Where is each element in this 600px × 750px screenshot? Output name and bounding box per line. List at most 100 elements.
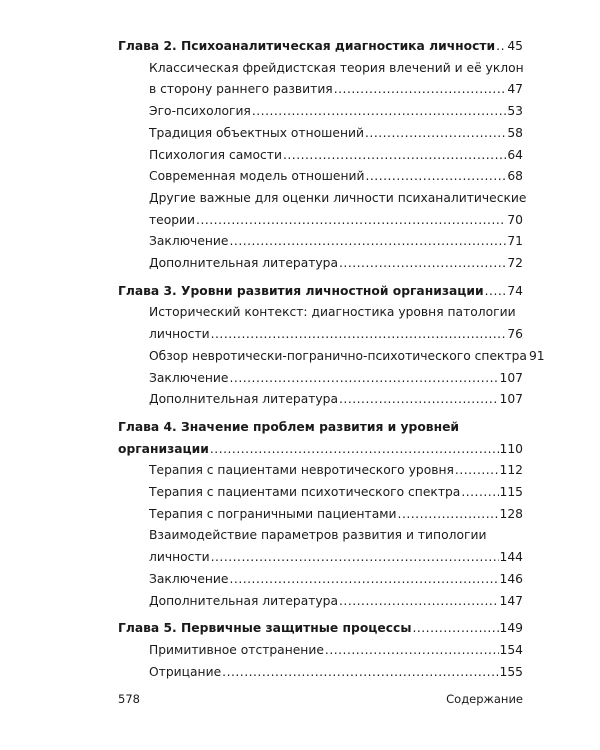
page-number: 578	[118, 692, 140, 706]
toc-entry-title: Другие важные для оценки личности психан…	[149, 190, 527, 205]
toc-entry-line: Заключение 107	[149, 368, 523, 390]
toc-entry-line: теории 70	[149, 210, 523, 232]
toc-entry-title: Классическая фрейдистская теория влечени…	[149, 60, 524, 75]
toc-page-number: 53	[507, 104, 523, 119]
toc-section-entry: Терапия с пациентами психотического спек…	[118, 482, 523, 504]
dot-leader	[339, 389, 499, 411]
toc-section-entry: Традиция объектных отношений 58	[118, 123, 523, 145]
toc-entry-line: Современная модель отношений 68	[149, 166, 523, 188]
toc-entry-line: Классическая фрейдистская теория влечени…	[149, 58, 524, 80]
toc-page-number: 146	[499, 571, 523, 586]
toc-entry-title: личности	[149, 327, 210, 342]
dot-leader	[252, 101, 507, 123]
dot-leader	[211, 547, 499, 569]
toc-entry-line: Обзор невротически-погранично-психотичес…	[149, 346, 545, 368]
toc-page-number: 147	[499, 593, 523, 608]
toc-page-number: 70	[507, 212, 523, 227]
toc-entry-line: Глава 5. Первичные защитные процессы 149	[118, 618, 523, 640]
dot-leader	[334, 79, 507, 101]
toc-chapter-entry: Глава 2. Психоаналитическая диагностика …	[118, 36, 523, 58]
toc-section-entry: Эго-психология 53	[118, 101, 523, 123]
toc-entry-title: Заключение	[149, 370, 229, 385]
toc-section-entry: Другие важные для оценки личности психан…	[118, 188, 527, 232]
running-title: Содержание	[446, 692, 523, 706]
toc-entry-line: Терапия с пограничными пациентами 128	[149, 504, 523, 526]
toc-page-number: 74	[507, 283, 523, 298]
toc-entry-line: Дополнительная литература 107	[149, 389, 523, 411]
dot-leader	[461, 482, 498, 504]
toc-section-entry: Терапия с пациентами невротического уров…	[118, 460, 523, 482]
toc-section-entry: Классическая фрейдистская теория влечени…	[118, 58, 524, 101]
toc-entry-title: Традиция объектных отношений	[149, 125, 364, 140]
toc-entry-title: Глава 5. Первичные защитные процессы	[118, 621, 412, 636]
toc-section-entry: Заключение 71	[118, 231, 523, 253]
toc-section-entry: Психология самости 64	[118, 145, 523, 167]
dot-leader	[230, 569, 499, 591]
toc-entry-line: Терапия с пациентами невротического уров…	[149, 460, 523, 482]
toc-entry-title: Дополнительная литература	[149, 593, 339, 608]
toc-section-entry: Заключение 107	[118, 368, 523, 390]
toc-entry-title: Эго-психология	[149, 104, 251, 119]
toc-section-entry: Взаимодействие параметров развития и тип…	[118, 525, 523, 568]
toc-entry-line: Эго-психология 53	[149, 101, 523, 123]
toc-page-number: 64	[507, 147, 523, 162]
toc-page-number: 45	[507, 39, 523, 53]
toc-entry-title: Дополнительная литература	[149, 256, 339, 271]
toc-section-entry: Заключение 146	[118, 569, 523, 591]
dot-leader	[496, 36, 506, 58]
toc-entry-line: Отрицание 155	[149, 662, 523, 684]
toc-entry-line: Взаимодействие параметров развития и тип…	[149, 525, 523, 547]
toc-chapter-entry: Глава 4. Значение проблем развития и уро…	[118, 417, 523, 460]
toc-page-number: 76	[507, 327, 523, 342]
toc-entry-title: организации	[118, 441, 209, 456]
toc-entry-line: личности 76	[149, 324, 523, 346]
toc-entry-title: Глава 4. Значение проблем развития и уро…	[118, 419, 460, 434]
dot-leader	[211, 324, 507, 346]
toc-entry-line: Глава 3. Уровни развития личностной орга…	[118, 281, 523, 303]
toc-page-number: 71	[507, 234, 523, 249]
toc-section-entry: Дополнительная литература 147	[118, 591, 523, 613]
toc-entry-line: Глава 2. Психоаналитическая диагностика …	[118, 36, 523, 58]
toc-page-number: 155	[499, 664, 523, 679]
toc-entry-title: Примитивное отстранение	[149, 642, 324, 657]
toc-entry-line: Другие важные для оценки личности психан…	[149, 188, 527, 210]
toc-entry-title: Обзор невротически-погранично-психотичес…	[149, 348, 527, 363]
toc-entry-title: Взаимодействие параметров развития и тип…	[149, 528, 487, 543]
toc-page-number: 68	[507, 169, 523, 184]
dot-leader	[365, 166, 506, 188]
dot-leader	[325, 640, 499, 662]
toc-entry-line: организации 110	[118, 439, 523, 461]
toc-page-number: 112	[499, 463, 523, 478]
toc-entry-title: Терапия с пограничными пациентами	[149, 506, 397, 521]
toc-page-number: 115	[499, 485, 523, 500]
page-footer: 578 Содержание	[118, 692, 523, 706]
toc-section-entry: Примитивное отстранение 154	[118, 640, 523, 662]
dot-leader	[398, 504, 499, 526]
dot-leader	[196, 210, 506, 232]
toc-section-entry: Современная модель отношений 68	[118, 166, 523, 188]
toc-page-number: 144	[499, 550, 523, 565]
toc-entry-title: Заключение	[149, 234, 229, 249]
toc-entry-line: Традиция объектных отношений 58	[149, 123, 523, 145]
toc-section-entry: Обзор невротически-погранично-психотичес…	[118, 346, 545, 368]
toc-entry-title: Заключение	[149, 571, 229, 586]
toc-chapter-entry: Глава 5. Первичные защитные процессы 149	[118, 618, 523, 640]
dot-leader	[412, 618, 498, 640]
dot-leader	[230, 368, 499, 390]
toc-page-number: 47	[507, 82, 523, 97]
toc-entry-title: Отрицание	[149, 664, 222, 679]
toc-entry-line: Дополнительная литература 147	[149, 591, 523, 613]
toc-chapter-entry: Глава 3. Уровни развития личностной орга…	[118, 281, 523, 303]
toc-entry-line: Глава 4. Значение проблем развития и уро…	[118, 417, 523, 439]
dot-leader	[339, 253, 506, 275]
toc-entry-title: Современная модель отношений	[149, 169, 365, 184]
toc-entry-title: Глава 3. Уровни развития личностной орга…	[118, 283, 484, 298]
toc-section-entry: Терапия с пограничными пациентами 128	[118, 504, 523, 526]
toc-section-entry: Дополнительная литература 72	[118, 253, 523, 275]
dot-leader	[339, 591, 499, 613]
toc-page-number: 72	[507, 256, 523, 271]
dot-leader	[455, 460, 499, 482]
toc-page-number: 154	[499, 642, 523, 657]
toc-entry-title: Дополнительная литература	[149, 392, 339, 407]
toc-entry-line: Примитивное отстранение 154	[149, 640, 523, 662]
